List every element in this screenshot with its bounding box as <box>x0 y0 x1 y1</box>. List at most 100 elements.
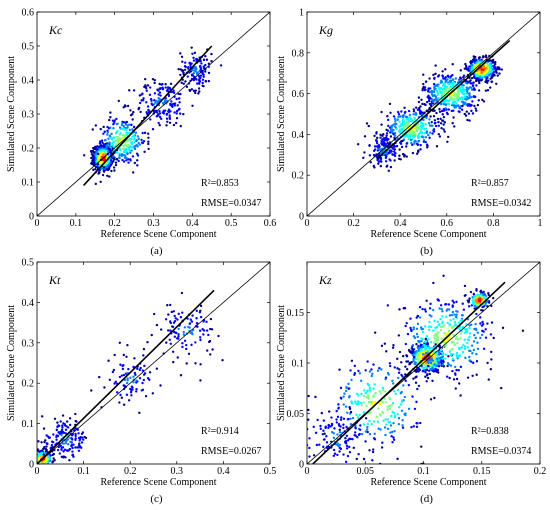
data-point <box>397 157 401 161</box>
data-point <box>429 302 432 306</box>
data-point <box>120 374 124 377</box>
data-point <box>481 320 484 324</box>
data-point <box>135 387 138 391</box>
data-point <box>118 156 121 160</box>
data-point <box>490 321 494 324</box>
data-point <box>482 323 485 326</box>
data-point <box>471 63 474 67</box>
data-point <box>199 309 202 312</box>
data-point <box>53 459 56 462</box>
data-point <box>44 447 48 451</box>
data-point <box>491 74 495 78</box>
data-point <box>460 100 464 103</box>
data-point <box>478 81 481 85</box>
data-point <box>399 403 403 406</box>
data-point <box>475 74 478 77</box>
data-point <box>167 329 170 332</box>
data-point <box>138 101 142 105</box>
data-point <box>370 368 373 371</box>
data-point <box>462 92 466 96</box>
data-point <box>101 148 104 152</box>
data-point <box>96 148 99 151</box>
data-point <box>416 357 420 361</box>
data-point <box>390 150 393 153</box>
y-tick-label: 0 <box>299 212 304 223</box>
data-point <box>429 340 433 344</box>
data-point <box>42 427 46 430</box>
data-point <box>445 309 448 312</box>
data-point <box>500 68 504 71</box>
data-point <box>458 321 461 324</box>
data-point <box>197 87 201 90</box>
data-point <box>481 98 484 102</box>
data-point <box>169 321 173 325</box>
data-point <box>455 377 459 381</box>
data-point <box>423 127 426 131</box>
data-point <box>492 68 495 71</box>
data-point <box>180 81 183 84</box>
data-point <box>437 74 441 77</box>
data-point <box>456 310 459 313</box>
data-point <box>125 381 129 385</box>
data-point <box>109 159 113 162</box>
data-point <box>189 318 192 321</box>
data-point <box>409 138 413 142</box>
data-point <box>451 369 454 373</box>
x-tick-label: 0.3 <box>171 466 184 477</box>
data-point <box>455 351 459 355</box>
data-point <box>131 155 135 158</box>
data-point <box>423 88 427 92</box>
data-point <box>455 368 458 372</box>
data-point <box>126 344 129 347</box>
data-point <box>410 425 413 429</box>
data-point <box>165 124 168 127</box>
data-point <box>417 384 421 388</box>
data-point <box>347 387 350 390</box>
fit-line <box>376 39 511 160</box>
data-point <box>195 317 198 320</box>
data-point <box>176 318 179 321</box>
data-point <box>439 122 443 125</box>
data-point <box>105 145 109 148</box>
data-point <box>396 357 399 361</box>
data-point <box>363 151 366 154</box>
data-point <box>202 333 205 336</box>
data-point <box>369 161 372 164</box>
data-point <box>107 137 110 140</box>
data-point <box>468 297 471 300</box>
data-point <box>346 411 349 414</box>
data-point <box>363 389 366 392</box>
data-point <box>339 396 343 400</box>
data-point <box>419 143 422 147</box>
data-point <box>34 457 36 459</box>
data-point <box>428 77 431 80</box>
data-point <box>402 384 405 387</box>
data-point <box>440 90 443 94</box>
data-point <box>463 338 466 341</box>
data-point <box>366 390 369 393</box>
data-point <box>359 424 362 427</box>
data-point <box>479 336 482 340</box>
data-point <box>396 388 400 392</box>
data-point <box>147 147 150 151</box>
x-tick-label: 0.2 <box>347 218 360 229</box>
data-point <box>468 94 471 97</box>
data-point <box>106 129 109 132</box>
data-point <box>432 114 436 118</box>
data-point <box>387 137 390 141</box>
data-point <box>201 81 204 85</box>
data-point <box>57 424 60 427</box>
rmse-label: RMSE=0.0347 <box>201 198 261 209</box>
data-point <box>386 405 389 408</box>
data-point <box>392 115 396 118</box>
data-point <box>133 137 136 140</box>
data-point <box>345 447 349 450</box>
data-point <box>456 355 460 359</box>
data-point <box>469 349 472 353</box>
data-point <box>441 113 444 116</box>
data-point <box>462 308 466 311</box>
data-point <box>399 392 402 395</box>
data-point <box>423 86 427 89</box>
data-point <box>479 316 482 319</box>
data-point <box>439 317 442 321</box>
